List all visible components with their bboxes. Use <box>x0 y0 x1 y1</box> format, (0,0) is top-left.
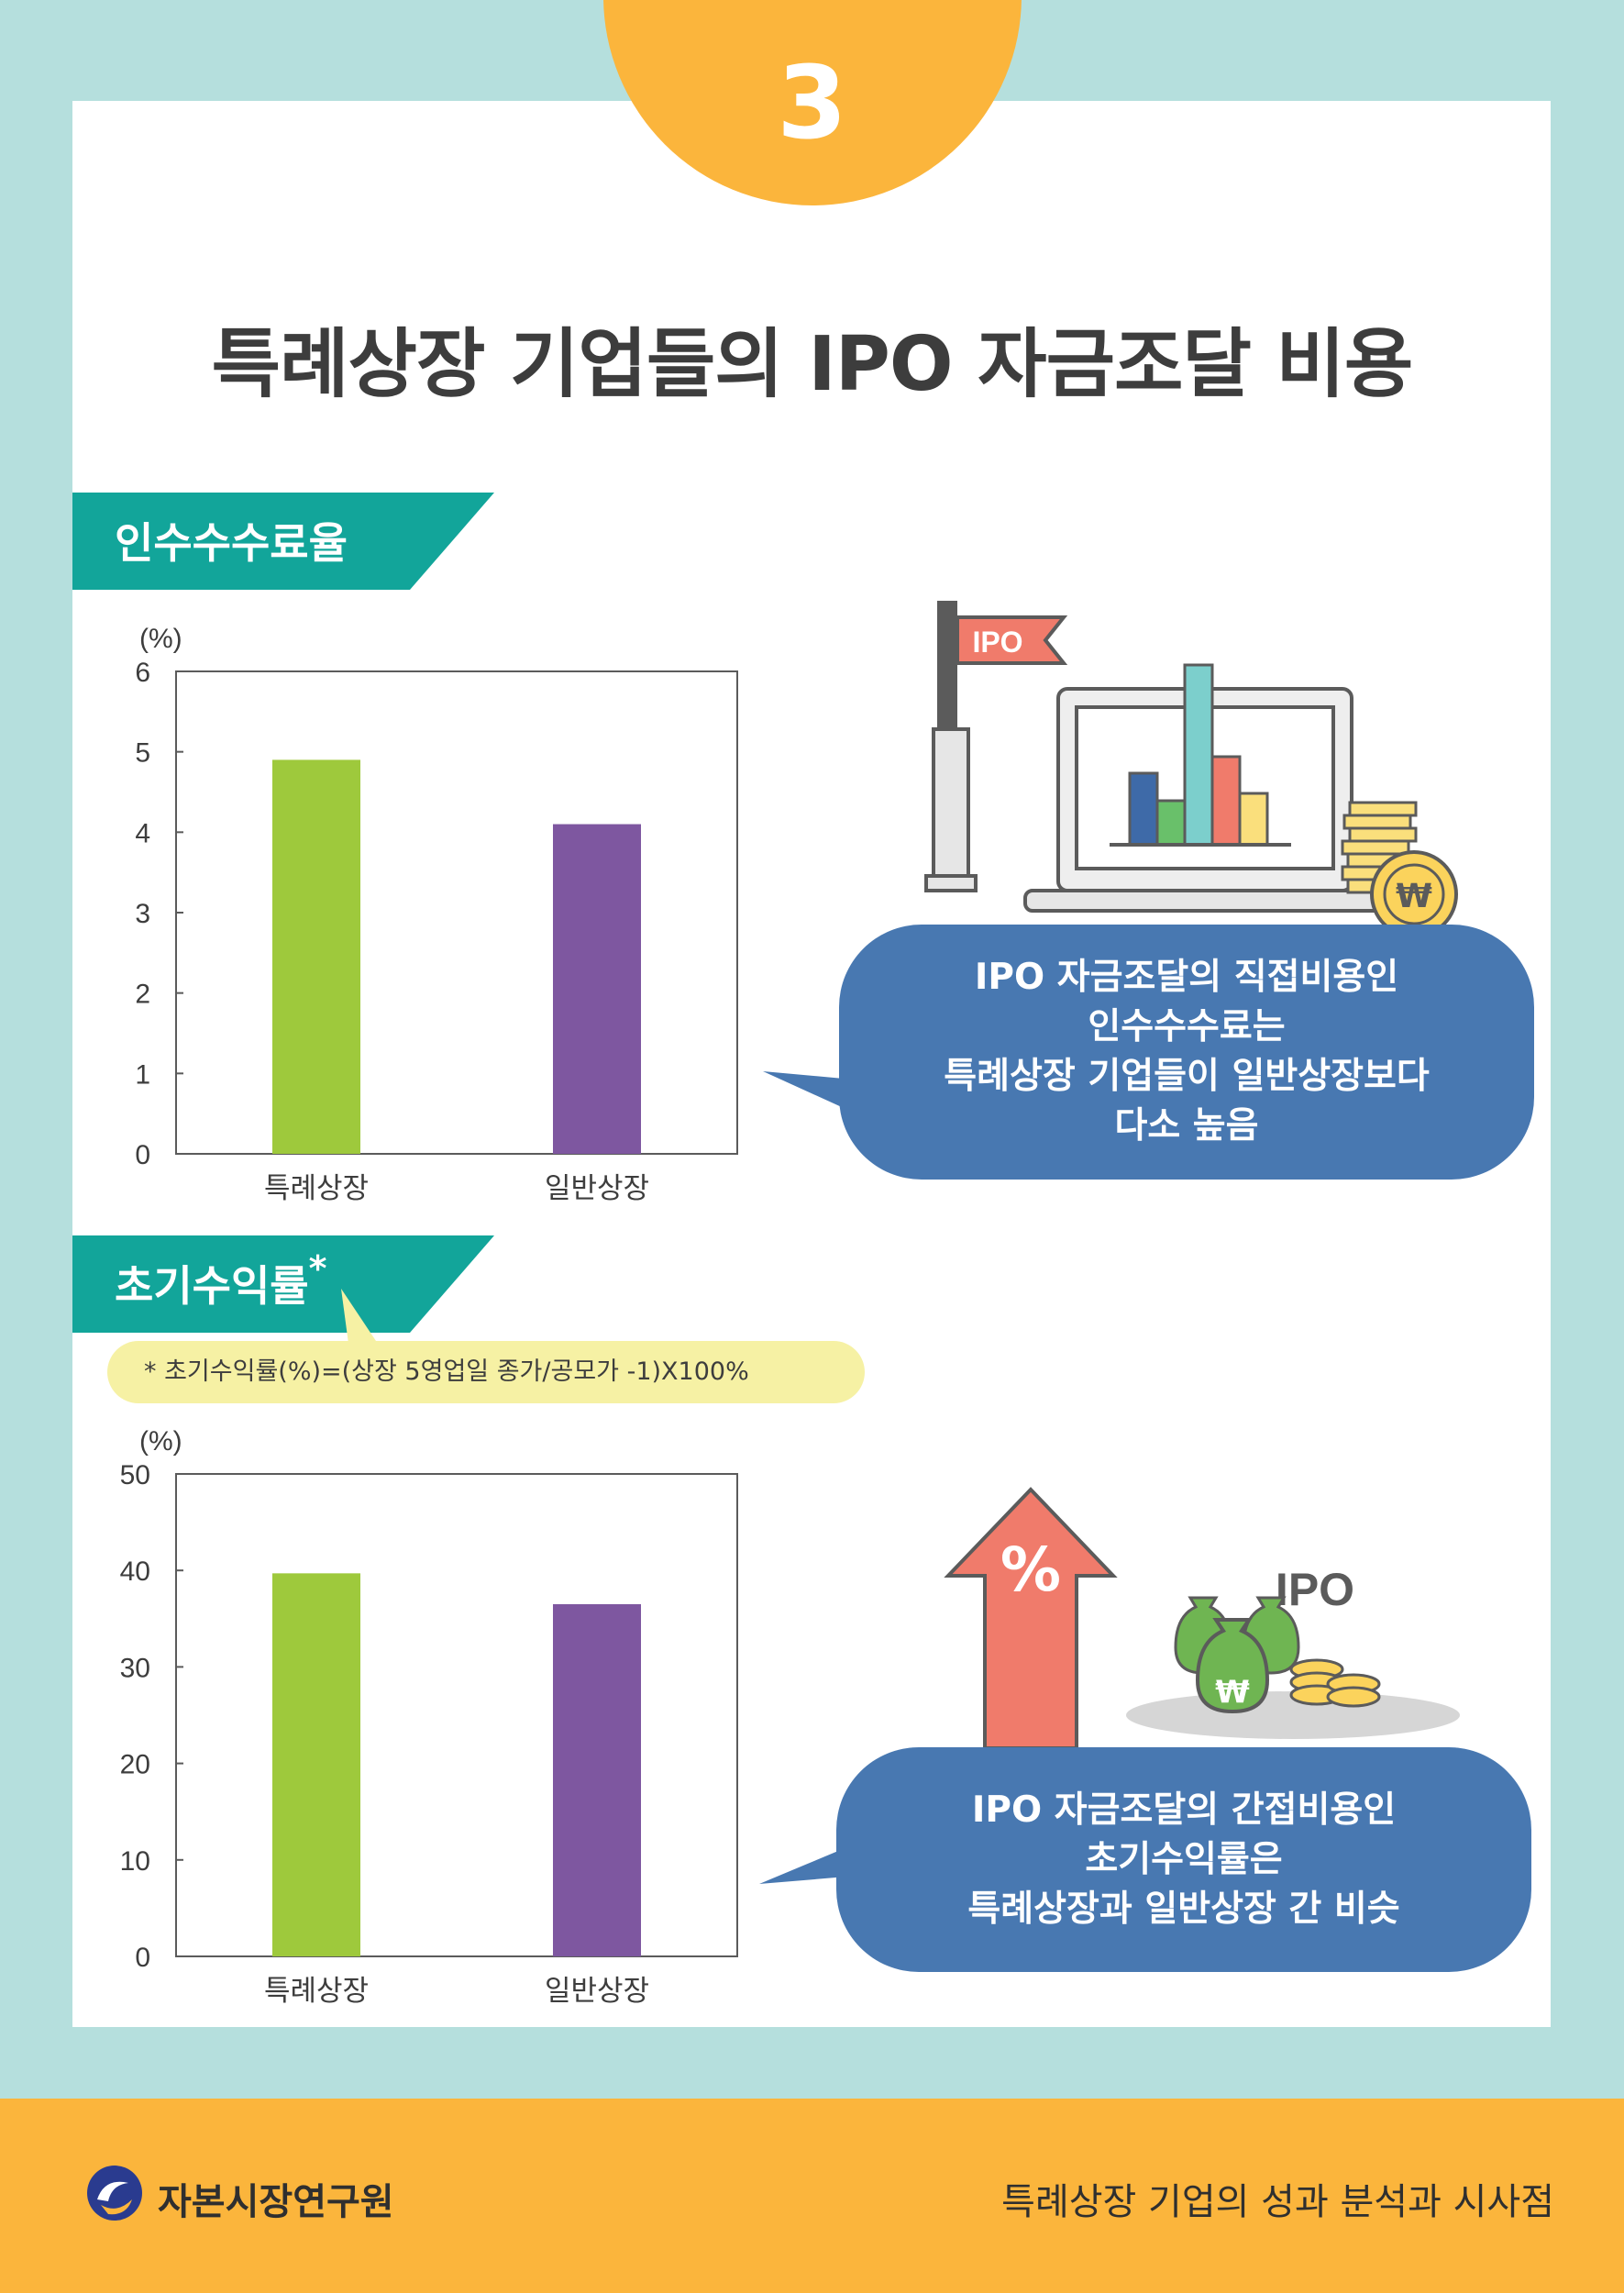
bubble-underwriting: IPO 자금조달의 직접비용인 인수수수료는 특례상장 기업들이 일반상장보다 … <box>839 925 1534 1180</box>
footnote-marker: * <box>308 1247 327 1289</box>
section-label-underwriting: 인수수수료율 <box>115 518 348 568</box>
coin-symbol: ₩ <box>1396 878 1432 915</box>
plot-frame <box>175 670 738 1155</box>
org-logo-icon <box>87 2166 142 2221</box>
bar-general-listing <box>553 1604 641 1956</box>
y-tick-label: 0 <box>135 1943 150 1973</box>
bubble-line: IPO 자금조달의 직접비용인 <box>974 957 1399 998</box>
x-tick-label: 일반상장 <box>545 1172 649 1205</box>
y-unit-label: (%) <box>139 624 182 654</box>
y-unit-label: (%) <box>139 1426 182 1457</box>
footer-bar <box>0 2099 1624 2293</box>
report-title: 특례상장 기업의 성과 분석과 시사점 <box>1001 2181 1554 2223</box>
y-tick-label: 10 <box>120 1846 150 1877</box>
bar-special-listing <box>272 759 360 1154</box>
section-label-text: 초기수익률 <box>115 1261 309 1311</box>
y-tick-label: 0 <box>135 1140 150 1170</box>
y-tick-label: 20 <box>120 1750 150 1780</box>
bar-general-listing <box>553 824 641 1154</box>
bubble-initial-return: IPO 자금조달의 간접비용인 초기수익률은 특례상장과 일반상장 간 비슷 <box>836 1747 1531 1972</box>
arrow-symbol: % <box>1000 1534 1061 1605</box>
bubble-line: 다소 높음 <box>1114 1105 1259 1146</box>
x-tick-label: 특례상장 <box>264 1975 369 2008</box>
chart-initial-return: (%) 0 10 20 30 40 50 특례상장 일반상장 <box>120 1426 738 2008</box>
y-tick-label: 50 <box>120 1460 150 1490</box>
bubble-line: 초기수익률은 <box>1085 1838 1283 1880</box>
y-tick-label: 5 <box>135 738 150 769</box>
y-tick-label: 1 <box>135 1059 150 1090</box>
bar-special-listing <box>272 1573 360 1956</box>
y-tick-label: 6 <box>135 658 150 688</box>
footnote-formula: * 초기수익률(%)=(상장 5영업일 종가/공모가 -1)X100% <box>107 1341 865 1403</box>
section-label-initial-return: 초기수익률* <box>115 1248 326 1313</box>
section-tag-underwriting <box>72 493 494 590</box>
chart-underwriting-fee: (%) 0 1 2 3 4 5 6 특례상장 일반상장 <box>135 624 738 1205</box>
bag-coin-symbol: ₩ <box>1215 1674 1250 1711</box>
org-name: 자본시장연구원 <box>158 2181 394 2223</box>
ipo-laptop-illustration: IPO ₩ <box>924 601 1458 938</box>
y-tick-label: 2 <box>135 980 150 1010</box>
bubble-line: 특례상장과 일반상장 간 비슷 <box>967 1888 1400 1930</box>
bubble-line: 인수수수료는 <box>1088 1006 1286 1047</box>
x-tick-label: 특례상장 <box>264 1172 369 1205</box>
bubble-line: IPO 자금조달의 간접비용인 <box>971 1789 1397 1831</box>
flag-label: IPO <box>972 626 1022 659</box>
plot-frame <box>175 1473 738 1957</box>
y-tick-label: 30 <box>120 1653 150 1683</box>
bubble-line: 특례상장 기업들이 일반상장보다 <box>944 1056 1430 1097</box>
page-title: 특례상장 기업들의 IPO 자금조달 비용 <box>211 321 1414 408</box>
y-tick-label: 3 <box>135 899 150 929</box>
bags-label: IPO <box>1276 1564 1354 1615</box>
ipo-money-illustration: % IPO ₩ <box>944 1487 1460 1750</box>
y-tick-label: 40 <box>120 1556 150 1587</box>
page-number: 3 <box>777 44 847 161</box>
y-tick-label: 4 <box>135 818 150 848</box>
x-tick-label: 일반상장 <box>545 1975 649 2008</box>
